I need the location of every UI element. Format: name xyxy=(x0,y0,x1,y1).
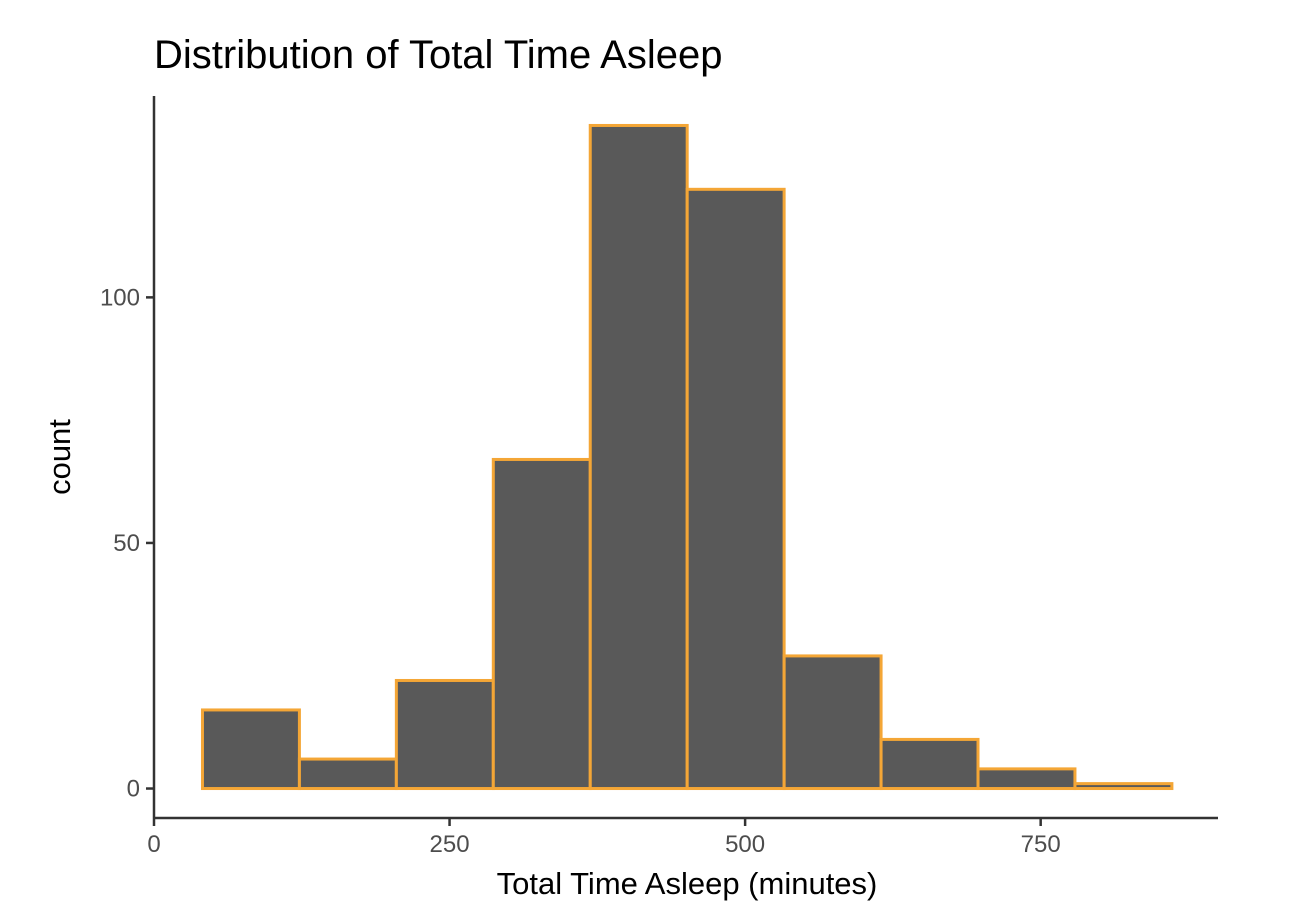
histogram-bar-1 xyxy=(200,708,301,791)
y-axis-title: count xyxy=(42,419,77,495)
histogram-bar-7 xyxy=(782,654,883,791)
histogram-bar-10 xyxy=(1073,782,1174,791)
x-axis-title: Total Time Asleep (minutes) xyxy=(497,866,878,901)
x-tick-label: 750 xyxy=(1021,831,1061,858)
y-ticks-layer: 0 50 100 xyxy=(100,284,154,803)
x-tick-label: 0 xyxy=(147,831,160,858)
x-ticks-layer: 0 250 500 750 xyxy=(147,818,1061,858)
y-tick-label: 100 xyxy=(100,284,140,311)
histogram-bar-8 xyxy=(879,737,980,791)
y-tick-label: 50 xyxy=(113,530,140,557)
histogram-bar-2 xyxy=(297,757,398,791)
x-tick-label: 500 xyxy=(725,831,765,858)
y-tick-label: 0 xyxy=(127,776,140,803)
histogram-bar-3 xyxy=(394,678,495,791)
histogram-bar-9 xyxy=(976,767,1077,791)
bars-layer xyxy=(200,123,1174,791)
histogram-bar-4 xyxy=(491,457,592,791)
x-tick-label: 250 xyxy=(430,831,470,858)
histogram-bar-5 xyxy=(588,123,689,791)
histogram-bar-6 xyxy=(685,187,786,791)
chart-title: Distribution of Total Time Asleep xyxy=(154,33,722,77)
